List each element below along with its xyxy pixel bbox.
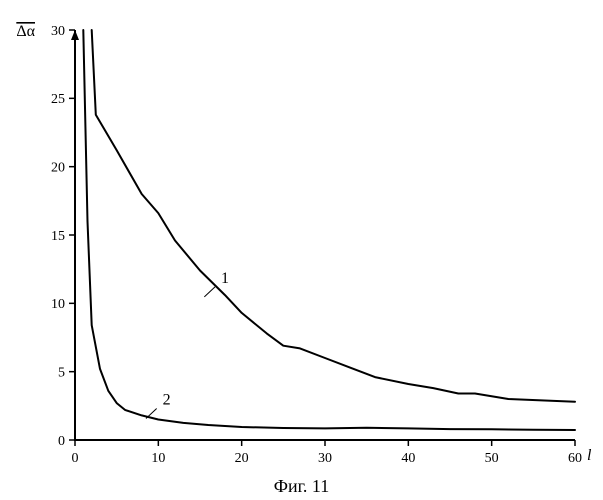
svg-text:2: 2	[163, 391, 171, 408]
svg-text:15: 15	[51, 229, 65, 244]
line-chart: 0 10 20 30 40 50 60 0 5 10 15 20 25 30 Δα l 1 2	[0, 0, 603, 500]
svg-text:30: 30	[318, 451, 332, 466]
svg-text:20: 20	[51, 161, 65, 176]
svg-text:1: 1	[221, 270, 229, 287]
svg-text:25: 25	[51, 92, 65, 107]
svg-text:5: 5	[58, 366, 65, 381]
svg-text:50: 50	[485, 451, 499, 466]
figure-caption: Фиг. 11	[0, 476, 603, 497]
svg-text:Δα: Δα	[16, 23, 35, 40]
svg-text:10: 10	[151, 451, 165, 466]
svg-text:10: 10	[51, 297, 65, 312]
svg-text:20: 20	[235, 451, 249, 466]
svg-text:0: 0	[72, 451, 79, 466]
svg-text:40: 40	[401, 451, 415, 466]
chart-container: 0 10 20 30 40 50 60 0 5 10 15 20 25 30 Δα l 1 2 Фиг. 11	[0, 0, 603, 500]
svg-text:l: l	[587, 447, 592, 464]
svg-text:30: 30	[51, 24, 65, 39]
svg-text:0: 0	[58, 434, 65, 449]
svg-text:60: 60	[568, 451, 582, 466]
